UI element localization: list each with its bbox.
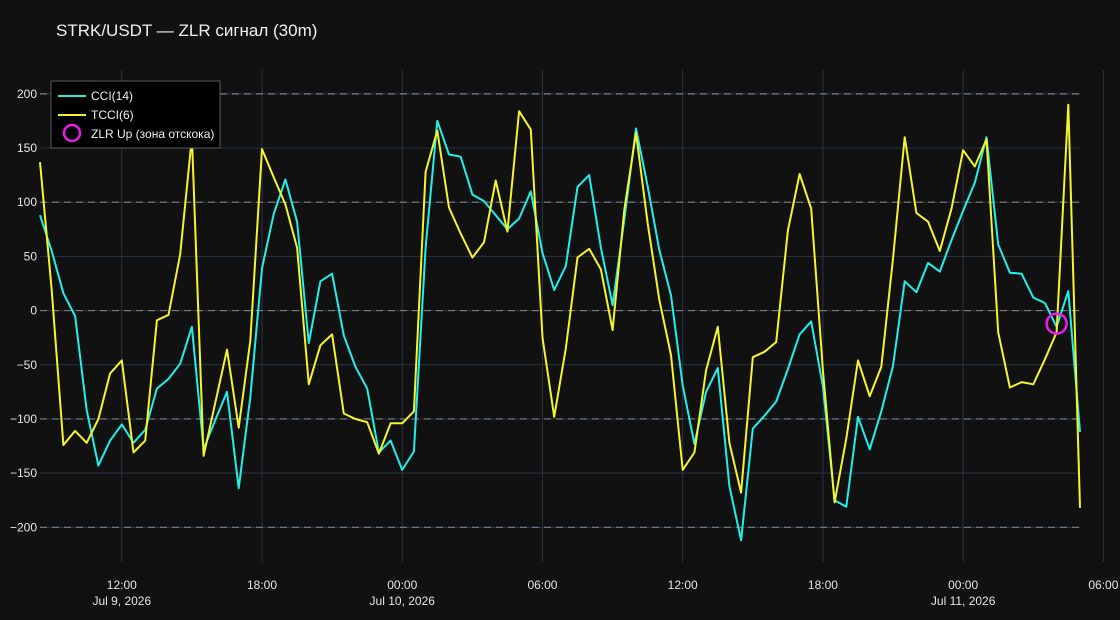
series-line-cci: [39, 119, 1081, 542]
chart-title: STRK/USDT — ZLR сигнал (30m): [56, 21, 317, 40]
legend-label-zlr: ZLR Up (зона отскока): [91, 127, 214, 141]
zlr-up-marker: [1045, 312, 1068, 335]
x-tick-label: 00:00: [948, 578, 978, 592]
y-axis: 200 150 100 50 0 −50 −100 −150 −200: [10, 87, 37, 534]
series-line-tcci: [39, 103, 1081, 508]
x-tick-label: 12:00: [107, 578, 137, 592]
x-tick-date-label: Jul 10, 2026: [370, 594, 436, 608]
y-tick-label: 0: [30, 304, 37, 318]
x-tick-date-label: Jul 9, 2026: [92, 594, 151, 608]
y-tick-label: −50: [17, 358, 38, 372]
x-tick-label: 12:00: [668, 578, 698, 592]
x-tick-label: 18:00: [808, 578, 838, 592]
y-tick-label: 100: [17, 195, 37, 209]
y-tick-label: 50: [24, 249, 38, 263]
plot-area: [39, 103, 1081, 542]
x-tick-label: 00:00: [387, 578, 417, 592]
y-tick-label: −150: [10, 466, 37, 480]
x-tick-date-label: Jul 11, 2026: [931, 594, 996, 608]
reference-lines: [40, 93, 1080, 528]
x-tick-label: 06:00: [527, 578, 557, 592]
y-tick-label: −200: [10, 520, 37, 534]
y-tick-label: 150: [17, 141, 37, 155]
legend-label-tcci: TCCI(6): [91, 108, 134, 122]
markers: [1045, 312, 1068, 335]
x-axis: 12:00 Jul 9, 2026 18:00 00:00 Jul 10, 2026 06…: [92, 578, 1118, 608]
y-tick-label: −100: [10, 412, 37, 426]
y-tick-label: 200: [17, 87, 37, 101]
x-tick-label: 18:00: [247, 578, 277, 592]
x-tick-label: 06:00: [1088, 578, 1118, 592]
legend-swatch-zlr-marker: [62, 123, 82, 143]
legend[interactable]: CCI(14) TCCI(6) ZLR Up (зона отскока): [50, 80, 221, 149]
legend-label-cci: CCI(14): [91, 89, 133, 103]
